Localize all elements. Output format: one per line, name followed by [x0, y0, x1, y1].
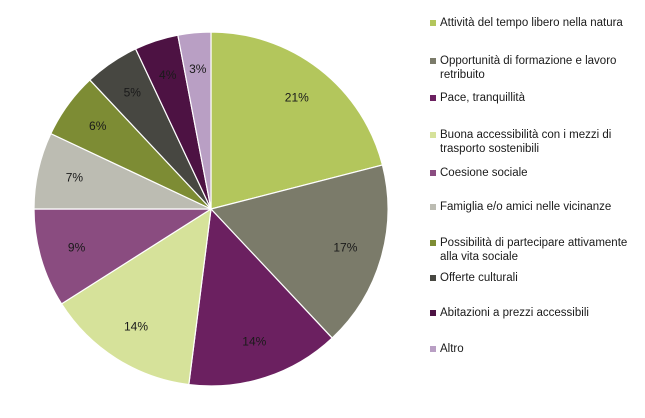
legend-label-4: Buona accessibilità con i mezzi di trasp…: [440, 129, 612, 155]
legend-entry-9: Abitazioni a prezzi accessibili: [430, 306, 642, 320]
legend-label-3: Pace, tranquillità: [440, 92, 526, 104]
pie-slice-10: [177, 31, 212, 210]
legend-label-6: Famiglia e/o amici nelle vicinanze: [440, 201, 612, 213]
pie-slice-3: [188, 207, 334, 387]
slice-data-label-5: 9%: [68, 240, 86, 254]
legend-entry-1: Attività del tempo libero nella natura: [430, 16, 642, 30]
legend-label-8: Offerte culturali: [440, 272, 518, 284]
legend-entry-6: Famiglia e/o amici nelle vicinanze: [430, 200, 642, 214]
legend-entry-4: Buona accessibilità con i mezzi di trasp…: [430, 128, 642, 156]
pie-slice-4: [60, 207, 212, 386]
pie-slice-2: [209, 164, 389, 339]
legend-label-9: Abitazioni a prezzi accessibili: [440, 307, 589, 319]
pie-slice-5: [33, 208, 214, 305]
legend-swatch-8: [430, 275, 436, 281]
slice-data-label-9: 4%: [159, 68, 177, 82]
legend-swatch-5: [430, 170, 436, 176]
legend-swatch-1: [430, 20, 436, 26]
legend-swatch-10: [430, 346, 436, 352]
legend-label-10: Altro: [440, 343, 464, 355]
pie-slice-1: [210, 31, 384, 210]
legend-entry-8: Offerte culturali: [430, 271, 642, 285]
legend-label-1: Attività del tempo libero nella natura: [440, 17, 623, 29]
slice-data-label-4: 14%: [124, 319, 148, 333]
slice-data-label-2: 17%: [333, 240, 357, 254]
legend-swatch-4: [430, 132, 436, 138]
legend-swatch-3: [430, 95, 436, 101]
legend-swatch-2: [430, 58, 436, 64]
legend-entry-10: Altro: [430, 342, 642, 356]
legend-swatch-7: [430, 240, 436, 246]
slice-data-label-8: 5%: [124, 85, 142, 99]
legend-entry-7: Possibilità di partecipare attivamente a…: [430, 236, 642, 264]
slice-data-label-1: 21%: [285, 91, 309, 105]
slice-data-label-6: 7%: [66, 171, 84, 185]
legend-entry-5: Coesione sociale: [430, 166, 642, 180]
legend-entry-3: Pace, tranquillità: [430, 91, 642, 105]
legend-label-2: Opportunità di formazione e lavoro retri…: [440, 55, 617, 81]
legend-label-7: Possibilità di partecipare attivamente a…: [440, 237, 628, 263]
legend-swatch-9: [430, 310, 436, 316]
slice-data-label-3: 14%: [242, 334, 266, 348]
legend-entry-2: Opportunità di formazione e lavoro retri…: [430, 54, 642, 82]
slice-data-label-10: 3%: [189, 62, 207, 76]
legend-swatch-6: [430, 204, 436, 210]
legend-label-5: Coesione sociale: [440, 167, 528, 179]
slice-data-label-7: 6%: [89, 119, 107, 133]
